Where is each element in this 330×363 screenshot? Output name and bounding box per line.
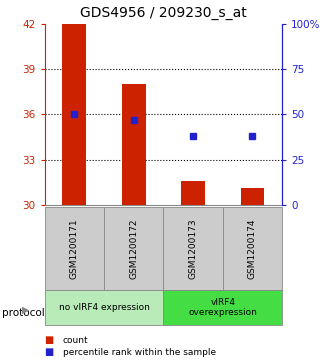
Text: percentile rank within the sample: percentile rank within the sample: [63, 348, 216, 356]
Title: GDS4956 / 209230_s_at: GDS4956 / 209230_s_at: [80, 6, 247, 20]
Text: vIRF4
overexpression: vIRF4 overexpression: [188, 298, 257, 317]
Bar: [241, 188, 264, 205]
Bar: [62, 24, 86, 205]
Text: GSM1200171: GSM1200171: [70, 218, 79, 279]
Text: count: count: [63, 336, 88, 345]
Bar: [181, 181, 205, 205]
Text: ▶: ▶: [22, 305, 30, 314]
Text: GSM1200173: GSM1200173: [188, 218, 198, 279]
Text: ■: ■: [45, 347, 54, 357]
Text: GSM1200174: GSM1200174: [248, 219, 257, 279]
Text: ■: ■: [45, 335, 54, 346]
Text: protocol: protocol: [2, 308, 45, 318]
Text: no vIRF4 expression: no vIRF4 expression: [58, 303, 149, 312]
Text: GSM1200172: GSM1200172: [129, 219, 138, 279]
Bar: [122, 84, 146, 205]
